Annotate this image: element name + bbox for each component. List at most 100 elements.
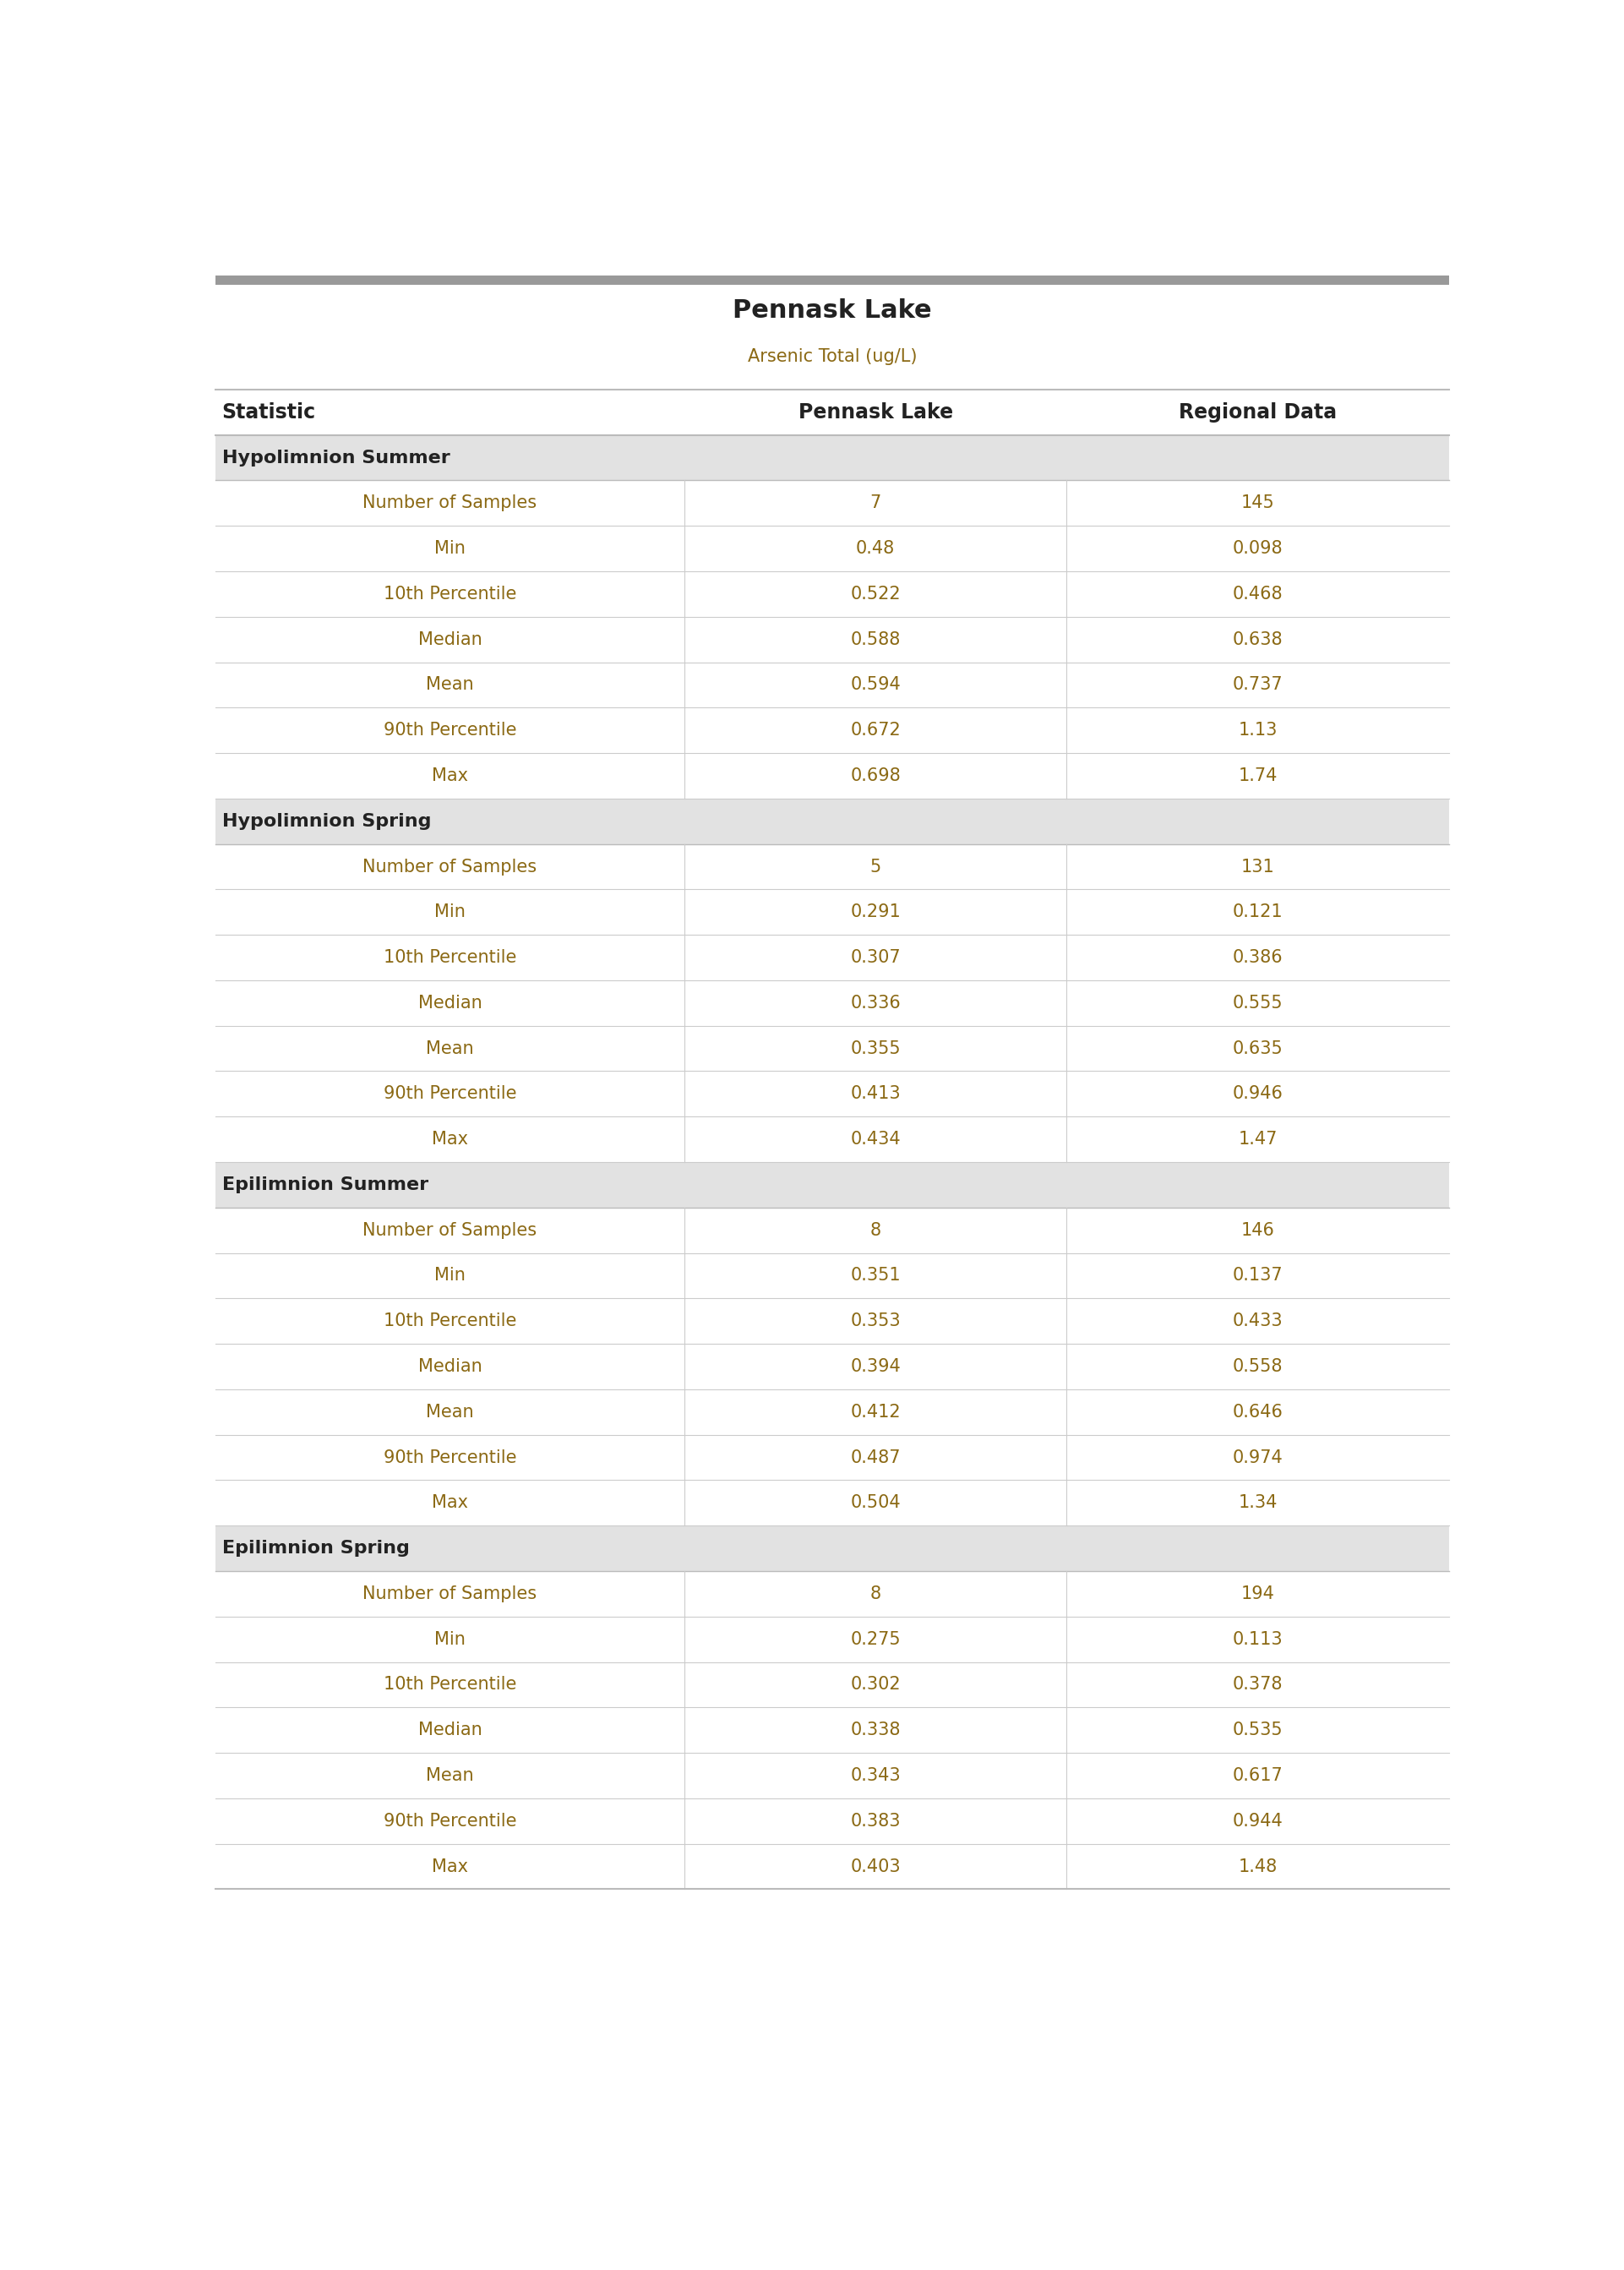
Text: 145: 145 — [1241, 495, 1275, 511]
Text: 5: 5 — [870, 858, 882, 876]
Text: Max: Max — [432, 1494, 468, 1512]
Text: Median: Median — [417, 1721, 482, 1739]
Text: Number of Samples: Number of Samples — [362, 1221, 538, 1239]
Text: 10th Percentile: 10th Percentile — [383, 1675, 516, 1693]
Text: 0.413: 0.413 — [851, 1085, 901, 1103]
Bar — [216, 799, 1449, 844]
Bar — [216, 844, 1449, 890]
Bar — [216, 1208, 1449, 1253]
Text: 0.355: 0.355 — [851, 1040, 901, 1058]
Text: Epilimnion Summer: Epilimnion Summer — [222, 1176, 429, 1194]
Text: 0.386: 0.386 — [1233, 949, 1283, 967]
Bar — [216, 1253, 1449, 1298]
Text: 0.588: 0.588 — [851, 631, 901, 647]
Text: 1.47: 1.47 — [1237, 1130, 1278, 1149]
Text: 0.737: 0.737 — [1233, 676, 1283, 692]
Text: Min: Min — [434, 903, 466, 922]
Text: 0.646: 0.646 — [1233, 1403, 1283, 1421]
Text: 0.403: 0.403 — [851, 1859, 901, 1875]
Text: Median: Median — [417, 631, 482, 647]
Bar — [216, 572, 1449, 617]
Text: Max: Max — [432, 1130, 468, 1149]
Bar — [216, 1616, 1449, 1662]
Text: 0.383: 0.383 — [851, 1811, 901, 1830]
Text: Epilimnion Spring: Epilimnion Spring — [222, 1539, 409, 1557]
Text: 0.594: 0.594 — [851, 676, 901, 692]
Text: 0.944: 0.944 — [1233, 1811, 1283, 1830]
Text: Number of Samples: Number of Samples — [362, 495, 538, 511]
Text: 0.48: 0.48 — [856, 540, 895, 556]
Text: 0.137: 0.137 — [1233, 1267, 1283, 1285]
Text: Pennask Lake: Pennask Lake — [797, 402, 953, 422]
Text: 0.291: 0.291 — [851, 903, 901, 922]
Bar — [216, 708, 1449, 754]
Text: Mean: Mean — [425, 1403, 474, 1421]
Text: 0.558: 0.558 — [1233, 1357, 1283, 1376]
Text: 10th Percentile: 10th Percentile — [383, 949, 516, 967]
Text: 0.434: 0.434 — [851, 1130, 901, 1149]
Text: 0.113: 0.113 — [1233, 1630, 1283, 1648]
Bar — [216, 1117, 1449, 1162]
Text: 90th Percentile: 90th Percentile — [383, 1085, 516, 1103]
Bar — [216, 754, 1449, 799]
Text: 0.522: 0.522 — [851, 586, 901, 602]
Text: 0.394: 0.394 — [851, 1357, 901, 1376]
Bar — [216, 1071, 1449, 1117]
Text: Statistic: Statistic — [222, 402, 315, 422]
Text: 0.307: 0.307 — [851, 949, 901, 967]
Bar — [216, 436, 1449, 481]
Bar — [216, 1389, 1449, 1435]
Text: Min: Min — [434, 540, 466, 556]
Text: 0.353: 0.353 — [851, 1312, 901, 1330]
Text: 90th Percentile: 90th Percentile — [383, 722, 516, 738]
Bar — [216, 890, 1449, 935]
Text: Mean: Mean — [425, 676, 474, 692]
Bar — [216, 277, 1449, 284]
Text: 0.698: 0.698 — [851, 767, 901, 783]
Text: 0.378: 0.378 — [1233, 1675, 1283, 1693]
Bar — [216, 663, 1449, 708]
Text: 0.555: 0.555 — [1233, 994, 1283, 1012]
Text: 90th Percentile: 90th Percentile — [383, 1811, 516, 1830]
Bar — [216, 935, 1449, 981]
Bar — [216, 1843, 1449, 1889]
Text: Mean: Mean — [425, 1766, 474, 1784]
Text: 0.504: 0.504 — [851, 1494, 901, 1512]
Text: 1.74: 1.74 — [1237, 767, 1278, 783]
Text: 131: 131 — [1241, 858, 1275, 876]
Bar — [216, 1480, 1449, 1525]
Bar — [216, 1344, 1449, 1389]
Text: 0.974: 0.974 — [1233, 1448, 1283, 1466]
Bar — [216, 617, 1449, 663]
Text: Mean: Mean — [425, 1040, 474, 1058]
Text: Hypolimnion Summer: Hypolimnion Summer — [222, 449, 450, 465]
Text: 0.275: 0.275 — [851, 1630, 901, 1648]
Bar — [216, 481, 1449, 527]
Text: Median: Median — [417, 1357, 482, 1376]
Text: Number of Samples: Number of Samples — [362, 858, 538, 876]
Text: 0.535: 0.535 — [1233, 1721, 1283, 1739]
Bar — [216, 1298, 1449, 1344]
Text: 0.433: 0.433 — [1233, 1312, 1283, 1330]
Text: Min: Min — [434, 1267, 466, 1285]
Text: Median: Median — [417, 994, 482, 1012]
Text: 8: 8 — [870, 1584, 880, 1603]
Text: 0.672: 0.672 — [851, 722, 901, 738]
Text: 0.336: 0.336 — [851, 994, 901, 1012]
Text: 7: 7 — [870, 495, 882, 511]
Text: 194: 194 — [1241, 1584, 1275, 1603]
Bar — [216, 1798, 1449, 1843]
Text: 10th Percentile: 10th Percentile — [383, 586, 516, 602]
Text: 0.638: 0.638 — [1233, 631, 1283, 647]
Text: 0.343: 0.343 — [851, 1766, 901, 1784]
Text: 0.121: 0.121 — [1233, 903, 1283, 922]
Text: 0.338: 0.338 — [851, 1721, 901, 1739]
Bar — [216, 527, 1449, 572]
Bar — [216, 981, 1449, 1026]
Text: Max: Max — [432, 1859, 468, 1875]
Text: 0.098: 0.098 — [1233, 540, 1283, 556]
Text: Hypolimnion Spring: Hypolimnion Spring — [222, 813, 430, 831]
Text: Regional Data: Regional Data — [1179, 402, 1337, 422]
Text: 0.635: 0.635 — [1233, 1040, 1283, 1058]
Text: 0.468: 0.468 — [1233, 586, 1283, 602]
